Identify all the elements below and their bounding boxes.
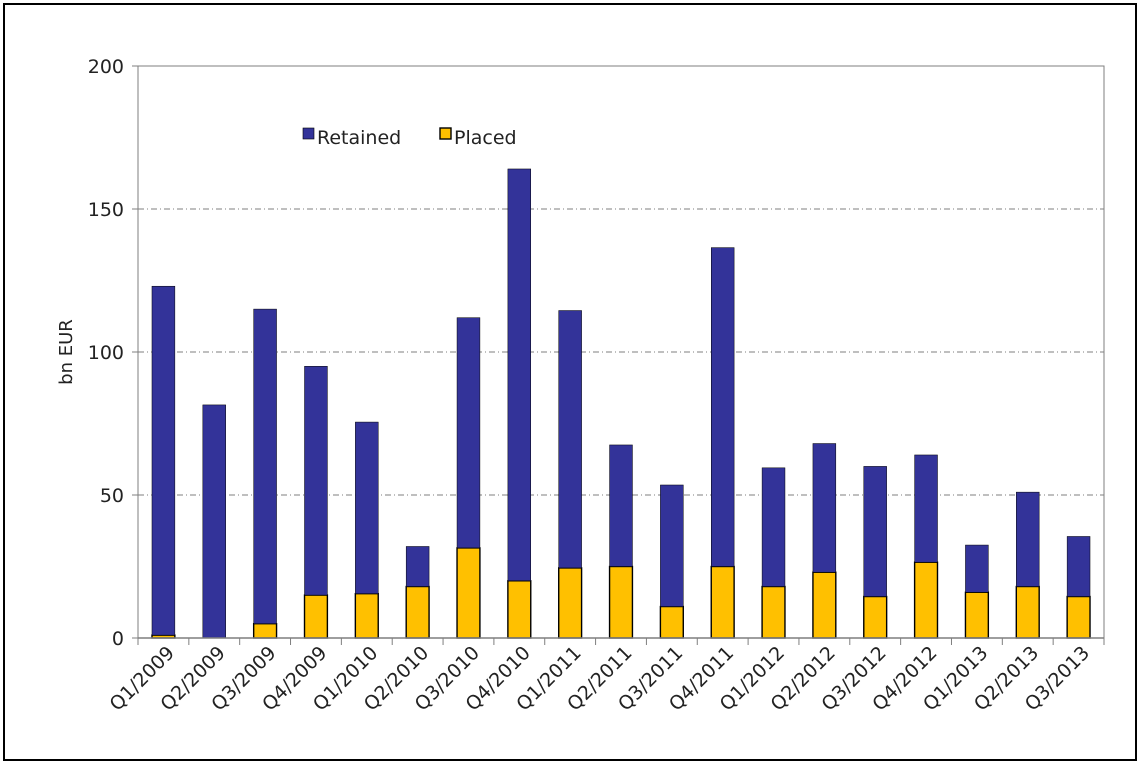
y-tick-label: 200 xyxy=(88,56,124,78)
bar-placed xyxy=(608,565,634,639)
bar-placed xyxy=(710,565,735,639)
bar-retained xyxy=(1066,536,1091,597)
bar-retained xyxy=(761,467,786,587)
legend-label-retained: Retained xyxy=(317,127,401,149)
bar-retained xyxy=(151,285,176,636)
bar-placed xyxy=(456,547,481,639)
bar-placed xyxy=(913,561,939,639)
bar-placed xyxy=(659,605,684,639)
legend: Retained Placed xyxy=(302,127,517,149)
bar-retained xyxy=(558,310,582,569)
y-axis-title: bn EUR xyxy=(56,319,77,385)
bar-retained xyxy=(812,443,837,573)
bar-retained xyxy=(405,546,430,587)
bar-retained xyxy=(660,484,684,607)
bar-placed xyxy=(812,571,837,639)
bar-placed xyxy=(964,591,990,639)
bar-retained xyxy=(710,247,735,567)
bar-placed xyxy=(1015,585,1040,639)
bars xyxy=(151,168,1091,639)
bar-placed xyxy=(507,580,532,639)
bar-placed xyxy=(1066,595,1091,639)
axes xyxy=(132,65,1105,645)
y-tick-labels: 0 50 100 150 200 xyxy=(88,56,124,650)
x-tick-labels: Q1/2009Q2/2009Q3/2009Q4/2009Q1/2010Q2/20… xyxy=(106,642,1095,715)
bar-retained xyxy=(914,454,938,563)
bar-retained xyxy=(253,308,277,624)
y-tick-label: 50 xyxy=(100,485,124,507)
bar-retained xyxy=(507,168,532,582)
gridlines xyxy=(138,65,1104,496)
y-tick-label: 100 xyxy=(88,342,124,364)
bar-retained xyxy=(304,366,328,596)
bar-placed xyxy=(303,594,329,639)
bar-retained xyxy=(1016,491,1040,587)
bar-placed xyxy=(863,595,888,639)
bar-retained xyxy=(456,317,481,549)
bar-retained xyxy=(965,544,989,593)
bar-placed xyxy=(558,567,583,639)
y-tick-label: 0 xyxy=(112,628,124,650)
bar-retained xyxy=(355,421,379,594)
bar-placed xyxy=(354,592,379,639)
legend-swatch-placed xyxy=(439,127,452,140)
legend-label-placed: Placed xyxy=(454,127,517,149)
bar-placed xyxy=(405,585,430,639)
bar-retained xyxy=(202,404,226,639)
bar-retained xyxy=(863,466,887,597)
bar-placed xyxy=(761,585,786,639)
bar-retained xyxy=(609,444,633,567)
bar-placed xyxy=(252,623,278,639)
y-tick-label: 150 xyxy=(88,199,124,221)
legend-swatch-retained xyxy=(302,127,315,140)
